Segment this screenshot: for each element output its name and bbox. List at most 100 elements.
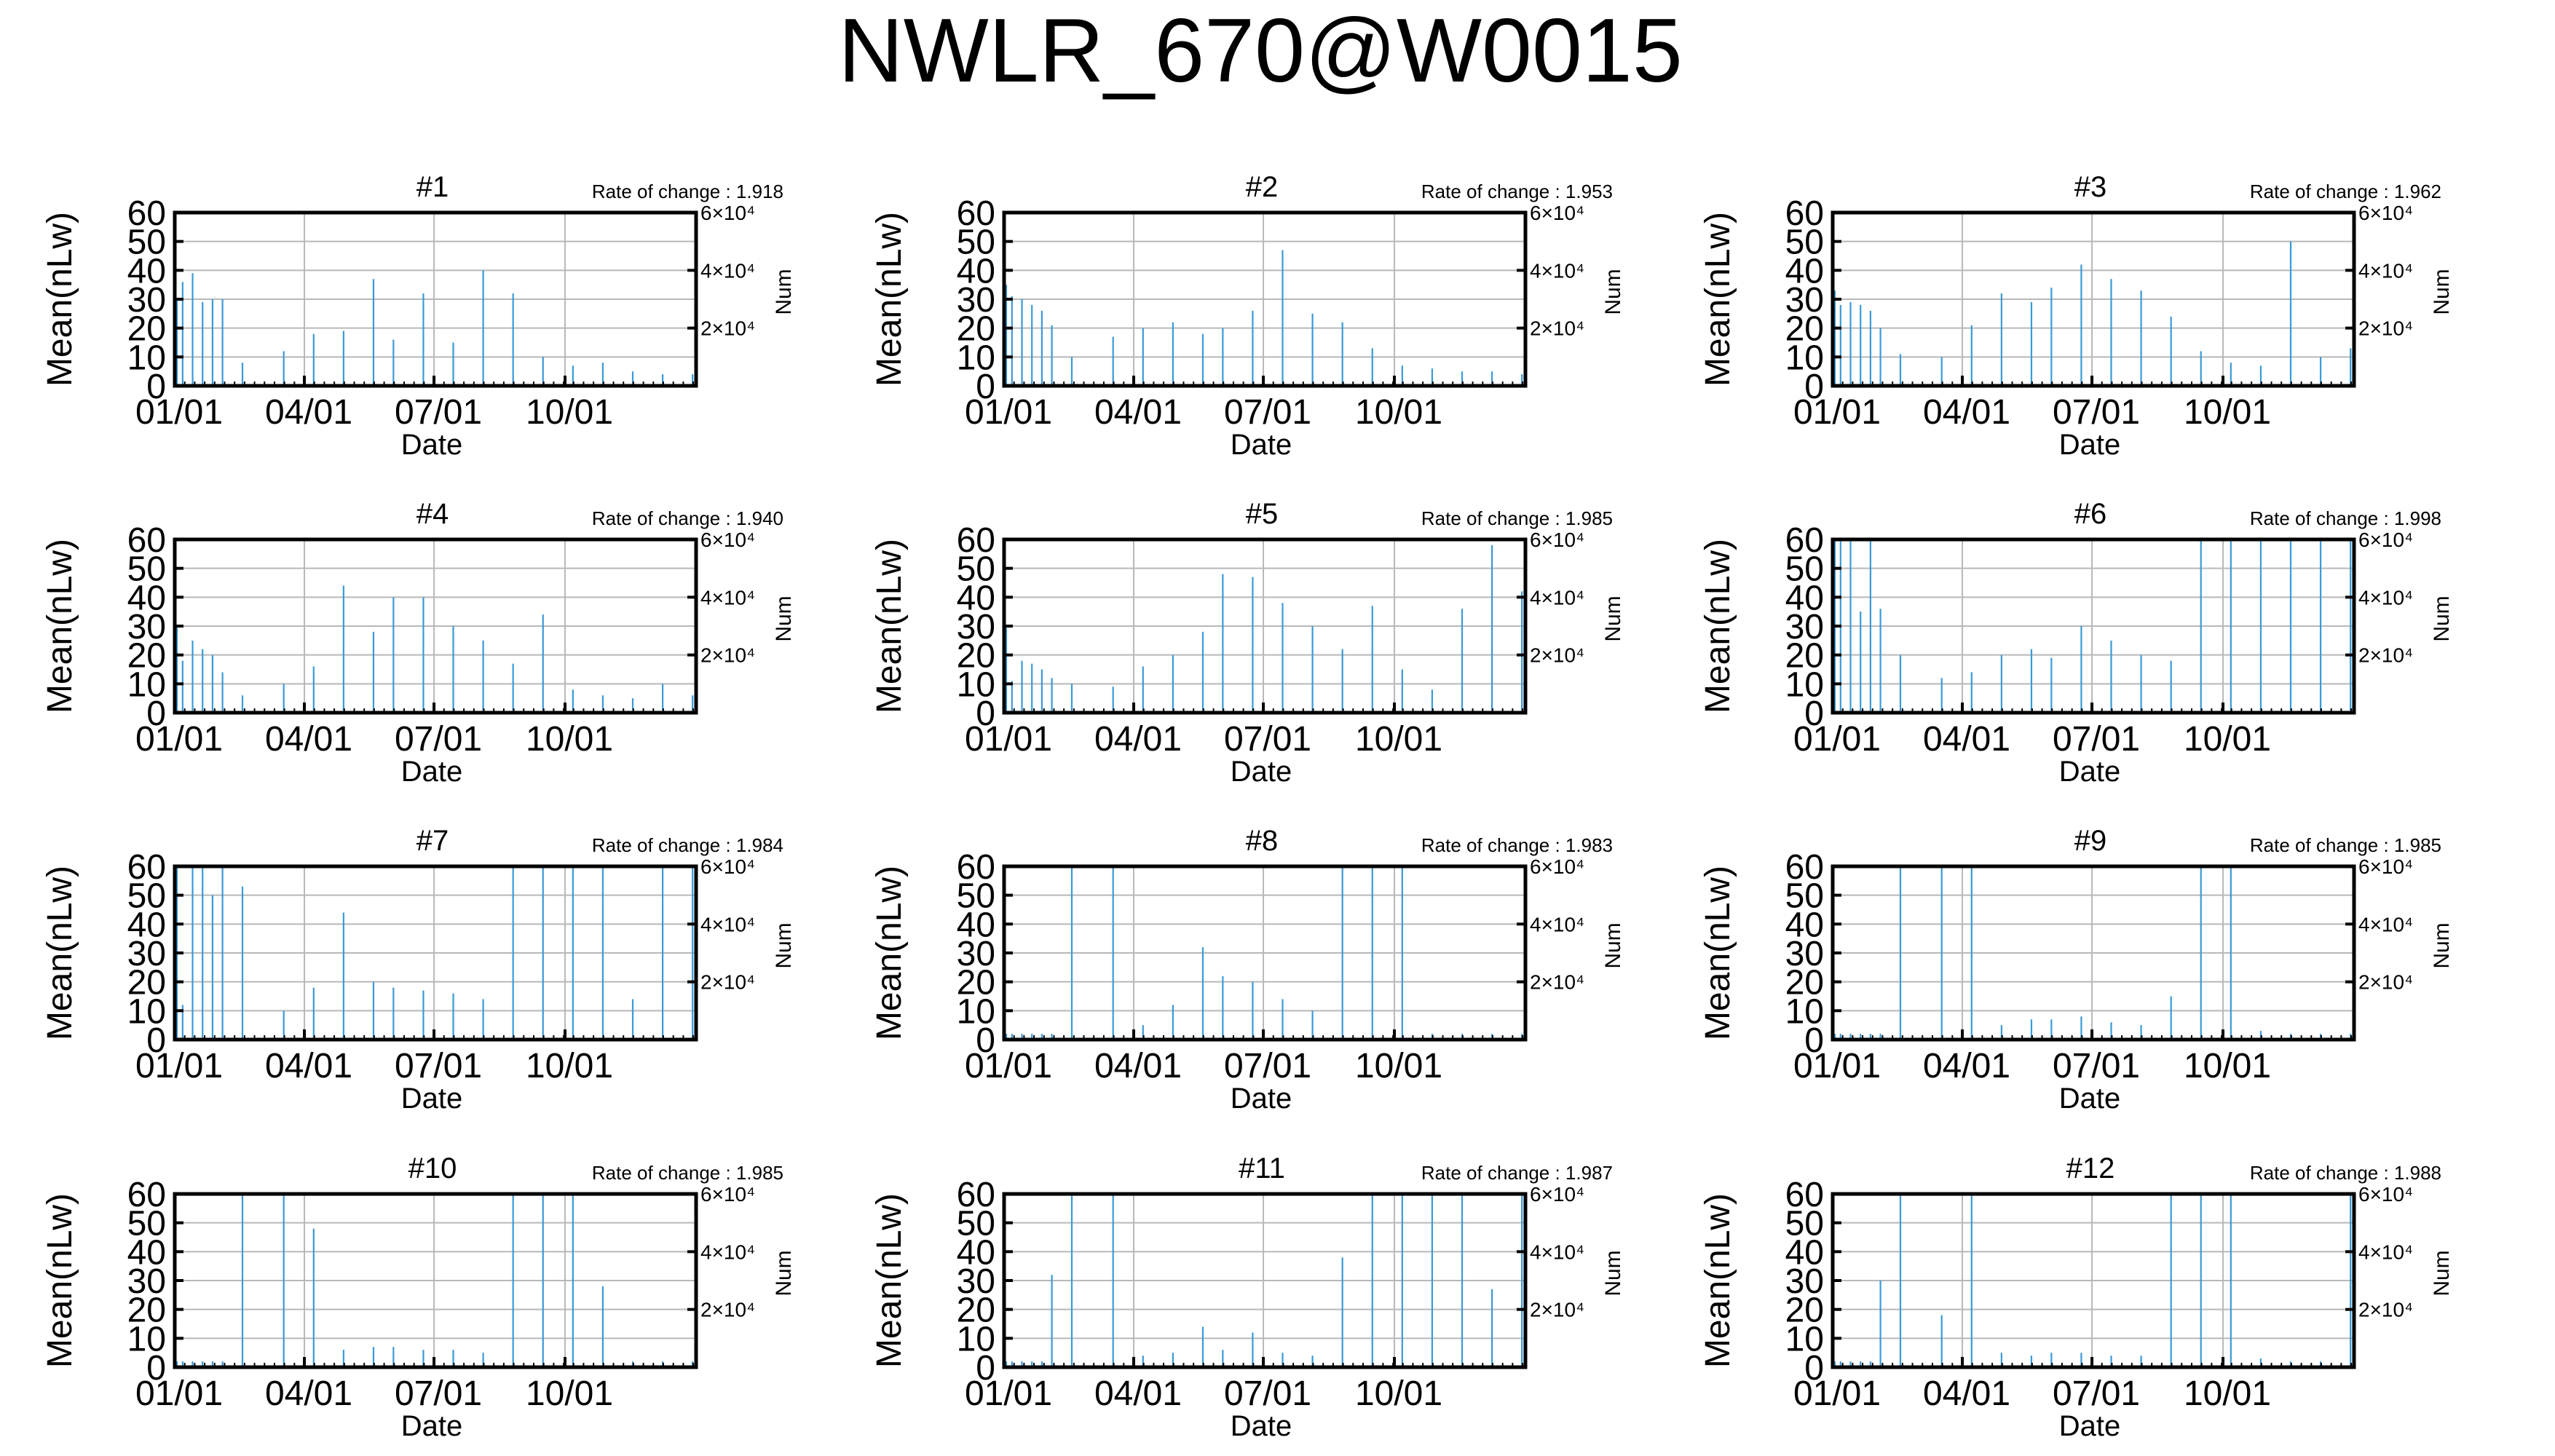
- y2-tick-label: 4×10⁴: [1530, 259, 1584, 282]
- y2-tick-label: 6×10⁴: [2358, 855, 2413, 878]
- y2-tick-label: 4×10⁴: [700, 259, 755, 282]
- y-tick-label: 50: [127, 1205, 166, 1243]
- y-tick-label: 0: [976, 695, 995, 733]
- y-tick-label: 20: [1785, 964, 1824, 1002]
- y-tick-label: 30: [127, 281, 166, 320]
- y-tick-label: 0: [1804, 368, 1824, 406]
- x-tick-label: 10/01: [526, 1374, 613, 1413]
- rate-of-change-label: Rate of change : 1.953: [1421, 181, 1613, 202]
- y2-axis-label: Num: [1601, 922, 1625, 968]
- y-tick-label: 30: [957, 1262, 995, 1301]
- y-axis-label: Mean(nLw): [41, 539, 79, 713]
- x-tick-label: 04/01: [1923, 1374, 2010, 1413]
- y-axis-label: Mean(nLw): [1699, 866, 1737, 1040]
- panel-title: #9: [2074, 825, 2107, 857]
- y2-tick-label: 4×10⁴: [700, 1241, 755, 1263]
- x-tick-label: 04/01: [1923, 720, 2010, 759]
- x-axis-label: Date: [1231, 1083, 1292, 1115]
- y2-tick-label: 4×10⁴: [1530, 913, 1584, 935]
- y2-tick-label: 6×10⁴: [700, 855, 755, 878]
- panel-title: #6: [2074, 498, 2107, 530]
- y-tick-label: 40: [127, 579, 166, 617]
- y-tick-label: 20: [127, 310, 166, 349]
- x-tick-label: 10/01: [2184, 393, 2271, 432]
- y-tick-label: 60: [127, 521, 166, 560]
- panel-title: #1: [416, 171, 449, 203]
- y-tick-label: 60: [127, 1176, 166, 1214]
- y-tick-label: 0: [146, 1021, 166, 1060]
- y-tick-label: 60: [1785, 521, 1824, 560]
- x-axis-label: Date: [1231, 756, 1292, 788]
- y-tick-label: 60: [957, 521, 995, 560]
- panel-title: #3: [2074, 171, 2107, 203]
- x-tick-label: 04/01: [1923, 393, 2010, 432]
- y-tick-label: 60: [957, 848, 995, 887]
- y-tick-label: 10: [1785, 665, 1824, 704]
- rate-of-change-label: Rate of change : 1.984: [592, 834, 783, 856]
- x-axis-label: Date: [2059, 429, 2121, 461]
- y2-axis-label: Num: [772, 1250, 796, 1296]
- y2-tick-label: 6×10⁴: [700, 1183, 755, 1206]
- y-tick-label: 40: [957, 252, 995, 290]
- rate-of-change-label: Rate of change : 1.962: [2250, 181, 2441, 202]
- x-tick-label: 10/01: [2184, 1374, 2271, 1413]
- y-tick-label: 0: [976, 1349, 995, 1388]
- x-tick-label: 01/01: [1793, 393, 1881, 432]
- y-axis-label: Mean(nLw): [870, 1193, 909, 1368]
- x-tick-label: 01/01: [135, 1047, 223, 1085]
- y-tick-label: 30: [1785, 281, 1824, 320]
- y2-axis-label: Num: [772, 269, 796, 314]
- y-tick-label: 20: [1785, 1291, 1824, 1330]
- y-tick-label: 30: [957, 935, 995, 973]
- y-tick-label: 50: [127, 550, 166, 589]
- y-tick-label: 50: [1785, 550, 1824, 589]
- x-tick-label: 04/01: [1094, 1047, 1182, 1085]
- y2-axis-label: Num: [1601, 269, 1625, 314]
- x-tick-label: 01/01: [135, 393, 223, 432]
- y-tick-label: 50: [957, 1205, 995, 1243]
- y2-tick-label: 2×10⁴: [1530, 644, 1584, 667]
- y-tick-label: 50: [127, 877, 166, 916]
- y-tick-label: 40: [957, 579, 995, 617]
- y-tick-label: 60: [1785, 194, 1824, 233]
- y-axis-label: Mean(nLw): [41, 212, 79, 387]
- x-tick-label: 07/01: [2053, 1374, 2140, 1413]
- y-tick-label: 0: [1804, 695, 1824, 733]
- y-tick-label: 0: [976, 1021, 995, 1060]
- rate-of-change-label: Rate of change : 1.983: [1421, 834, 1613, 856]
- y-tick-label: 50: [1785, 1205, 1824, 1243]
- y-tick-label: 60: [127, 194, 166, 233]
- x-tick-label: 07/01: [2053, 720, 2140, 759]
- y2-tick-label: 4×10⁴: [1530, 586, 1584, 609]
- y2-tick-label: 6×10⁴: [1530, 202, 1584, 224]
- y2-tick-label: 4×10⁴: [2358, 1241, 2413, 1263]
- x-tick-label: 01/01: [135, 1374, 223, 1413]
- y2-tick-label: 6×10⁴: [2358, 529, 2413, 551]
- x-tick-label: 01/01: [965, 720, 1052, 759]
- y2-tick-label: 6×10⁴: [1530, 855, 1584, 878]
- y2-tick-label: 6×10⁴: [2358, 1183, 2413, 1206]
- y-tick-label: 40: [127, 1233, 166, 1272]
- y-tick-label: 60: [1785, 848, 1824, 887]
- y-tick-label: 30: [957, 281, 995, 320]
- y-tick-label: 10: [957, 665, 995, 704]
- y-tick-label: 40: [1785, 906, 1824, 944]
- panel-title: #11: [1239, 1152, 1285, 1184]
- x-tick-label: 07/01: [395, 1374, 482, 1413]
- y-tick-label: 50: [957, 877, 995, 916]
- y-tick-label: 0: [146, 695, 166, 733]
- y2-tick-label: 6×10⁴: [1530, 529, 1584, 551]
- y-tick-label: 60: [957, 194, 995, 233]
- y-tick-label: 20: [957, 964, 995, 1002]
- y-axis-label: Mean(nLw): [1699, 212, 1737, 387]
- y2-tick-label: 2×10⁴: [2358, 644, 2413, 667]
- y2-axis-label: Num: [1601, 596, 1625, 641]
- x-tick-label: 04/01: [265, 393, 352, 432]
- rate-of-change-label: Rate of change : 1.998: [2250, 507, 2441, 529]
- x-tick-label: 01/01: [1793, 1047, 1881, 1085]
